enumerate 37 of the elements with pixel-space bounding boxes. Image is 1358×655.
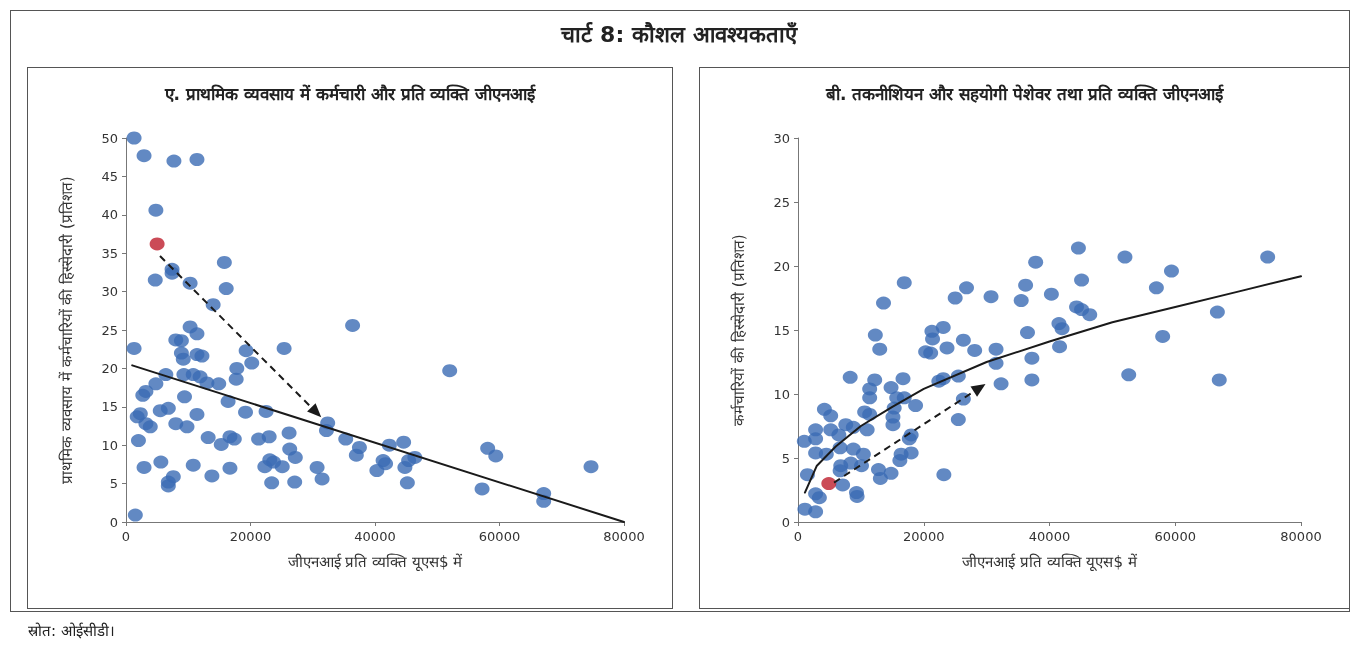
y-tick-label: 0 [109, 514, 118, 530]
x-tick-label: 80000 [1280, 529, 1322, 544]
y-tick-label: 5 [109, 476, 118, 492]
y-tick-label: 10 [101, 437, 118, 453]
x-axis-title: जीएनआई प्रति व्यक्ति यूएस$ में [962, 552, 1138, 572]
y-tick-label: 30 [773, 130, 790, 146]
y-tick-label: 10 [773, 386, 790, 402]
x-tick-label: 0 [793, 529, 803, 544]
y-tick-label: 5 [781, 450, 790, 466]
text: स्रोत: ओईसीडी। [28, 621, 115, 640]
text: चार्ट 8: कौशल आवश्यकताएँ [559, 21, 799, 48]
x-axis-title: जीएनआई प्रति व्यक्ति यूएस$ में [287, 552, 464, 572]
chart-title: ए. प्राथमिक व्यवसाय में कर्मचारी और प्रति व्यक्ति जीएनआई [163, 83, 537, 104]
x-tick-label: 60000 [478, 529, 521, 544]
x-tick-label: 20000 [229, 529, 272, 544]
y-tick-label: 40 [101, 207, 118, 223]
line-series [803, 275, 1302, 494]
x-tick-label: 40000 [1028, 529, 1071, 544]
y-tick-label: 0 [781, 514, 790, 530]
y-tick-label: 15 [773, 322, 790, 338]
x-tick-label: 20000 [903, 529, 945, 544]
y-tick-label: 35 [101, 245, 118, 261]
x-tick-label: 80000 [603, 529, 645, 544]
y-tick-label: 15 [101, 399, 118, 415]
y-axis-title: प्राथमिक व्यवसाय में कर्मचारियों की हिस्सेदारी (प्रतिशत) [57, 176, 76, 484]
y-tick-label: 25 [773, 194, 790, 210]
x-tick-label: 40000 [354, 529, 396, 544]
y-tick-label: 20 [101, 360, 118, 376]
x-tick-label: 60000 [1154, 529, 1196, 544]
y-tick-label: 25 [101, 322, 118, 338]
y-tick-label: 20 [773, 258, 790, 274]
y-tick-label: 30 [101, 284, 118, 300]
x-tick-label: 0 [121, 529, 131, 544]
y-axis-title: कर्मचारियों की हिस्सेदारी (प्रतिशत) [729, 234, 748, 426]
chart-title: बी. तकनीशियन और सहयोगी पेशेवर तथा प्रति व्यक्ति जीएनआई [825, 83, 1224, 104]
y-tick-label: 50 [101, 130, 118, 146]
y-tick-label: 45 [101, 168, 118, 184]
